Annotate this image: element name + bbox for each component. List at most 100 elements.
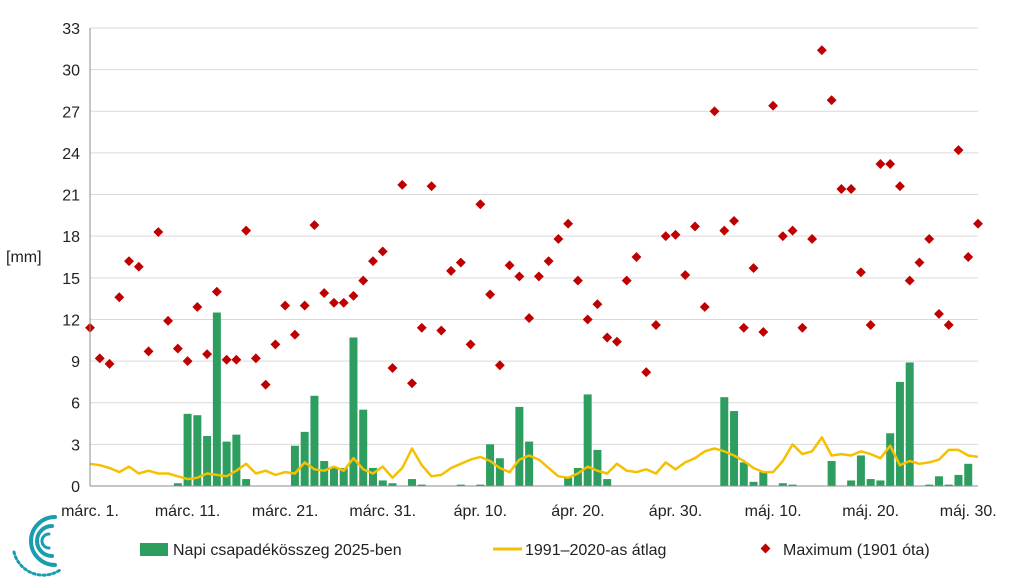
maximum-marker bbox=[611, 336, 622, 347]
rain-bar bbox=[359, 409, 368, 486]
maximum-marker bbox=[787, 225, 798, 236]
maximum-marker bbox=[777, 231, 788, 242]
maximum-marker bbox=[465, 339, 476, 350]
y-tick-labels: 0 3 6 9 12 15 18 21 24 27 30 33 bbox=[62, 21, 80, 496]
maximum-marker bbox=[592, 299, 603, 310]
maximum-marker bbox=[826, 95, 837, 106]
average-line bbox=[89, 436, 979, 481]
rain-bar bbox=[944, 484, 953, 486]
maximum-marker bbox=[494, 360, 505, 371]
maximum-marker bbox=[280, 300, 291, 311]
y-tick-label: 21 bbox=[62, 188, 80, 205]
x-tick-label: ápr. 10. bbox=[454, 503, 507, 520]
maximum-marker bbox=[738, 322, 749, 333]
maximum-marker bbox=[651, 320, 661, 330]
maximum-marker bbox=[475, 199, 486, 210]
y-tick-label: 33 bbox=[62, 21, 80, 38]
x-tick-label: márc. 31. bbox=[349, 503, 416, 520]
maximum-marker bbox=[104, 358, 115, 369]
maximum-markers bbox=[85, 45, 983, 390]
rain-bar bbox=[583, 394, 592, 486]
maximum-marker bbox=[894, 181, 905, 192]
maximum-marker bbox=[172, 343, 183, 354]
maximum-marker bbox=[660, 231, 671, 242]
maximum-marker bbox=[836, 184, 847, 194]
maximum-marker bbox=[124, 256, 134, 267]
maximum-marker bbox=[973, 218, 983, 229]
maximum-marker bbox=[621, 275, 632, 286]
legend-label-bars: Napi csapadékösszeg 2025-ben bbox=[173, 542, 402, 559]
maximum-marker bbox=[904, 275, 915, 286]
maximum-marker bbox=[231, 354, 242, 365]
maximum-marker bbox=[114, 292, 125, 303]
maximum-marker bbox=[319, 288, 330, 299]
maximum-marker bbox=[816, 45, 827, 56]
rain-bar bbox=[476, 484, 485, 486]
rain-bar bbox=[310, 395, 319, 486]
maximum-marker bbox=[289, 329, 300, 340]
maximum-marker bbox=[553, 234, 564, 244]
maximum-marker bbox=[270, 339, 281, 350]
maximum-marker bbox=[514, 271, 525, 282]
maximum-marker bbox=[680, 270, 691, 280]
x-tick-labels: márc. 1. márc. 11. márc. 21. márc. 31. ápr. … bbox=[61, 503, 997, 520]
maximum-marker bbox=[358, 275, 369, 286]
maximum-marker bbox=[963, 252, 974, 262]
rain-bar bbox=[408, 479, 417, 486]
x-tick-label: márc. 21. bbox=[252, 503, 319, 520]
maximum-marker bbox=[914, 257, 925, 268]
rain-bar bbox=[749, 481, 758, 486]
maximum-marker bbox=[309, 220, 320, 231]
rain-bar bbox=[193, 415, 202, 486]
maximum-marker bbox=[250, 353, 261, 364]
rain-bar bbox=[242, 479, 251, 486]
maximum-marker bbox=[143, 346, 154, 357]
rain-bar bbox=[329, 467, 338, 486]
rain-bar bbox=[486, 444, 495, 486]
rain-bar bbox=[964, 463, 973, 486]
rain-bar bbox=[300, 431, 309, 486]
maximum-marker bbox=[758, 326, 769, 337]
maximum-marker bbox=[387, 363, 398, 373]
rain-bar bbox=[388, 483, 397, 486]
rain-bar bbox=[730, 411, 739, 486]
rain-bar bbox=[456, 484, 465, 486]
maximum-marker bbox=[211, 286, 222, 297]
y-tick-label: 24 bbox=[62, 146, 80, 163]
maximum-marker bbox=[572, 275, 583, 286]
maximum-marker bbox=[934, 308, 944, 319]
rain-bar bbox=[895, 381, 904, 486]
maximum-marker bbox=[729, 215, 739, 226]
y-tick-label: 9 bbox=[71, 354, 80, 371]
rain-bar bbox=[593, 449, 602, 486]
maximum-marker bbox=[94, 353, 105, 364]
maximum-marker bbox=[855, 267, 866, 278]
maximum-marker bbox=[943, 320, 954, 330]
rain-bar bbox=[368, 467, 377, 486]
logo-icon bbox=[12, 515, 62, 577]
maximum-marker bbox=[221, 354, 232, 365]
maximum-marker bbox=[426, 181, 437, 192]
rain-bar bbox=[759, 472, 768, 486]
rain-bar bbox=[876, 480, 885, 486]
rain-bar bbox=[339, 467, 348, 486]
rain-bar bbox=[573, 467, 582, 486]
rain-bar bbox=[925, 484, 934, 486]
maximum-marker bbox=[504, 260, 515, 271]
x-tick-label: ápr. 30. bbox=[649, 503, 702, 520]
maximum-marker bbox=[338, 297, 349, 308]
maximum-marker bbox=[582, 314, 593, 325]
maximum-marker bbox=[670, 229, 681, 240]
rain-bar bbox=[564, 477, 573, 486]
rain-bar bbox=[349, 337, 358, 486]
rain-bar bbox=[173, 483, 182, 486]
maximum-marker bbox=[797, 322, 808, 333]
average-line-layer bbox=[89, 436, 979, 481]
rain-bar bbox=[886, 433, 895, 486]
rain-bar bbox=[417, 484, 426, 486]
rain-bar bbox=[203, 436, 212, 486]
maximum-marker bbox=[924, 234, 935, 244]
rain-bar bbox=[856, 455, 865, 486]
rain-bar bbox=[525, 441, 534, 486]
